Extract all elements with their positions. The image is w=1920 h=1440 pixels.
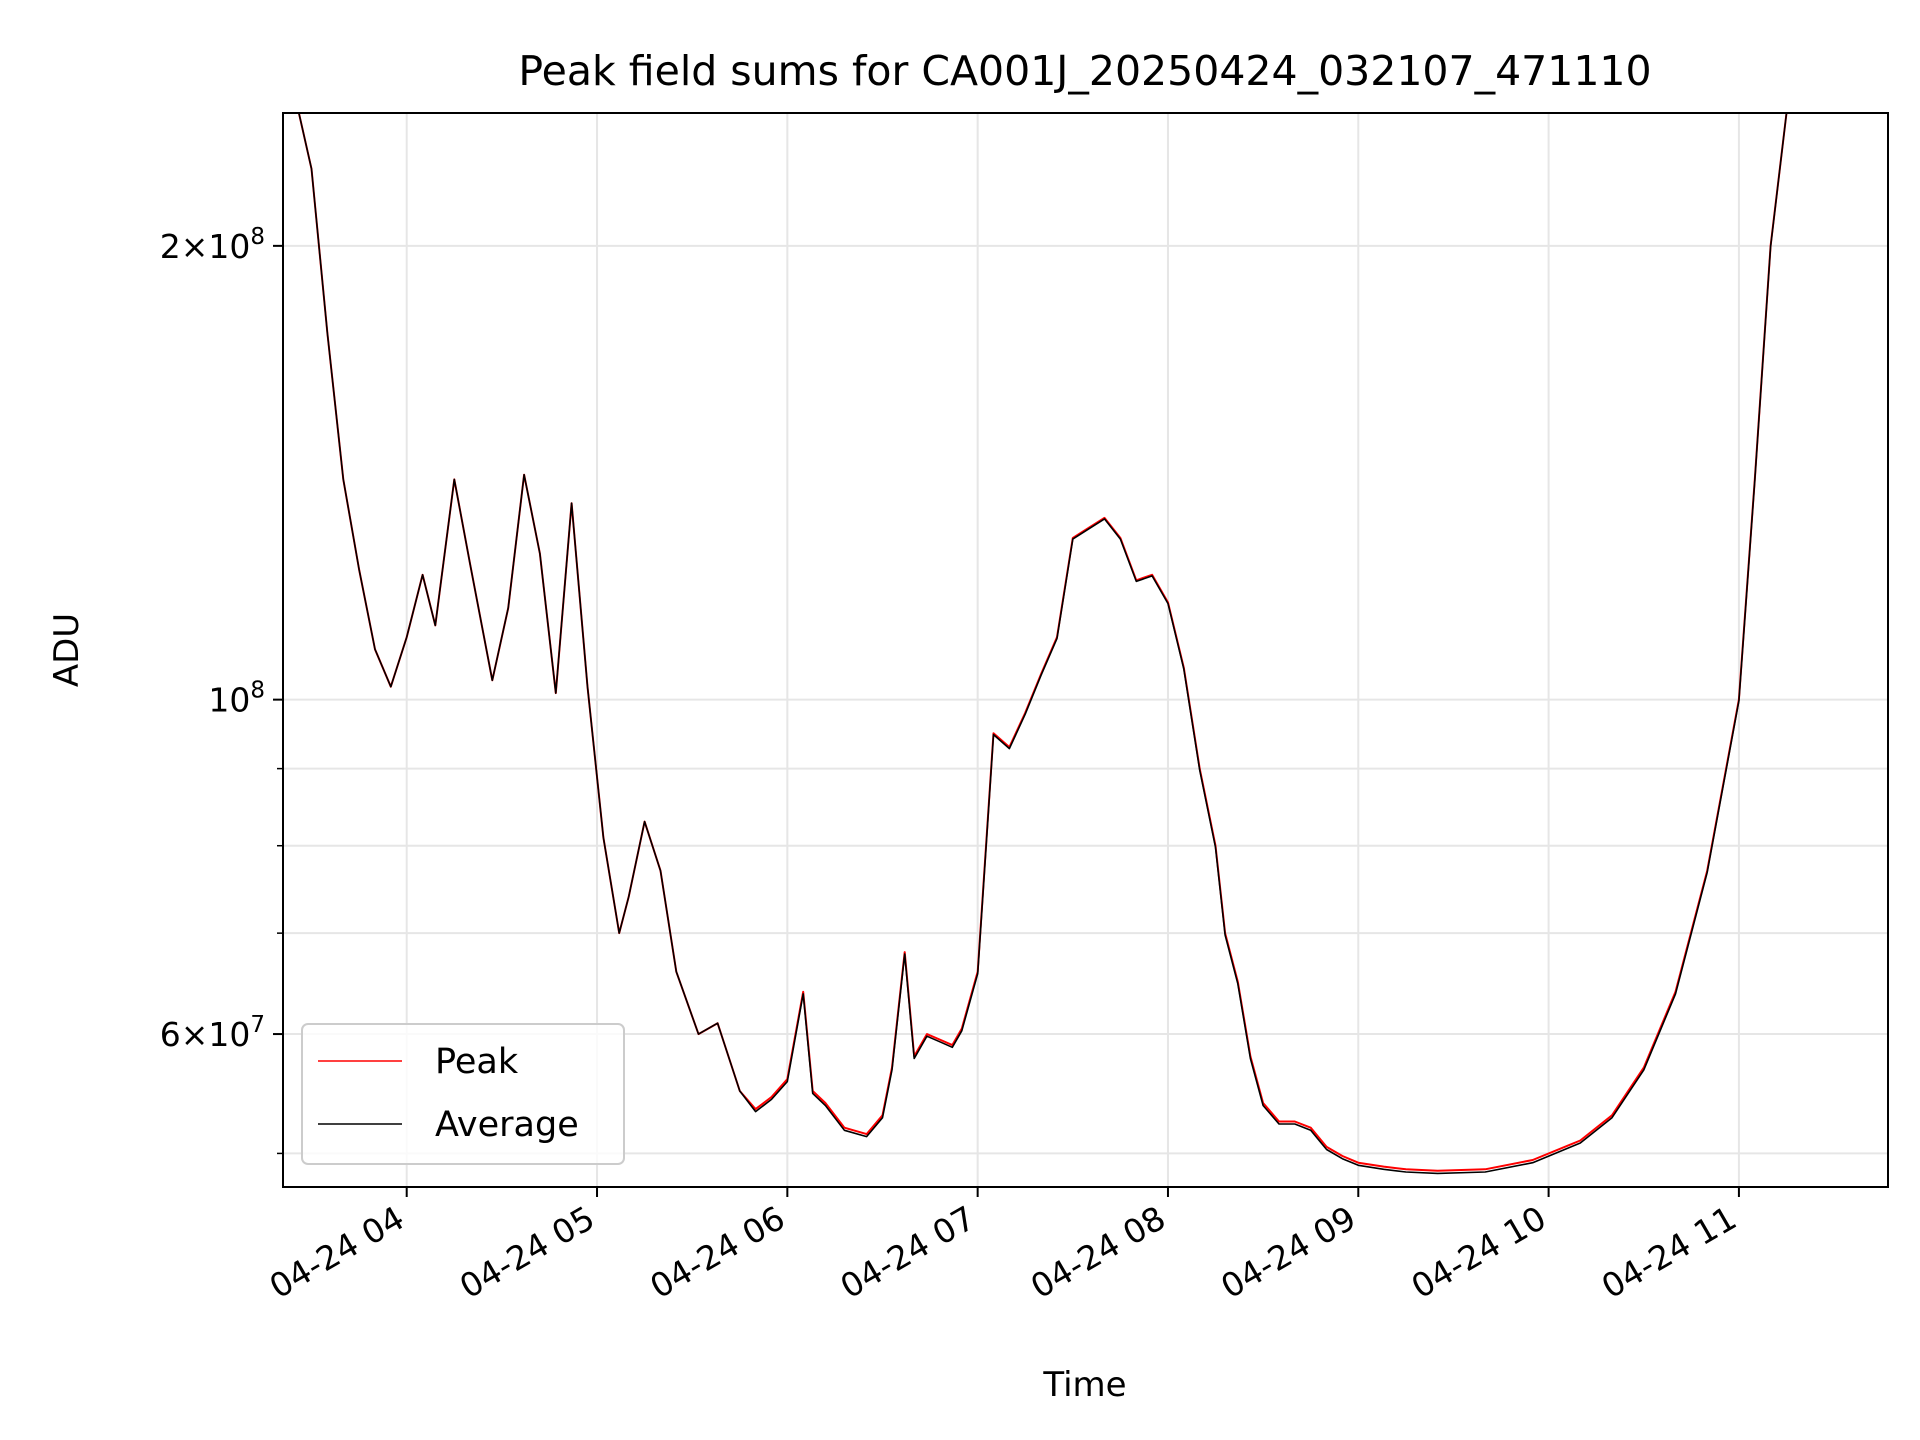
legend: Peak Average — [301, 1023, 625, 1165]
y-axis-title: ADU — [47, 613, 87, 687]
series-lines — [297, 113, 1866, 1175]
y-tick-label: 6×107 — [160, 1012, 265, 1054]
plot-frame — [282, 112, 1889, 1188]
y-tick-label: 108 — [208, 678, 265, 720]
chart-title: Peak field sums for CA001J_20250424_0321… — [518, 47, 1651, 95]
x-axis-title: Time — [1042, 1365, 1126, 1405]
legend-label-average: Average — [435, 1105, 579, 1145]
y-tick-label: 2×108 — [160, 224, 265, 266]
y-axis-ticks: 6×107 108 2×108 — [160, 224, 283, 1155]
legend-box — [301, 1023, 625, 1165]
legend-label-peak: Peak — [435, 1042, 519, 1082]
series-line-average — [298, 113, 1866, 1175]
